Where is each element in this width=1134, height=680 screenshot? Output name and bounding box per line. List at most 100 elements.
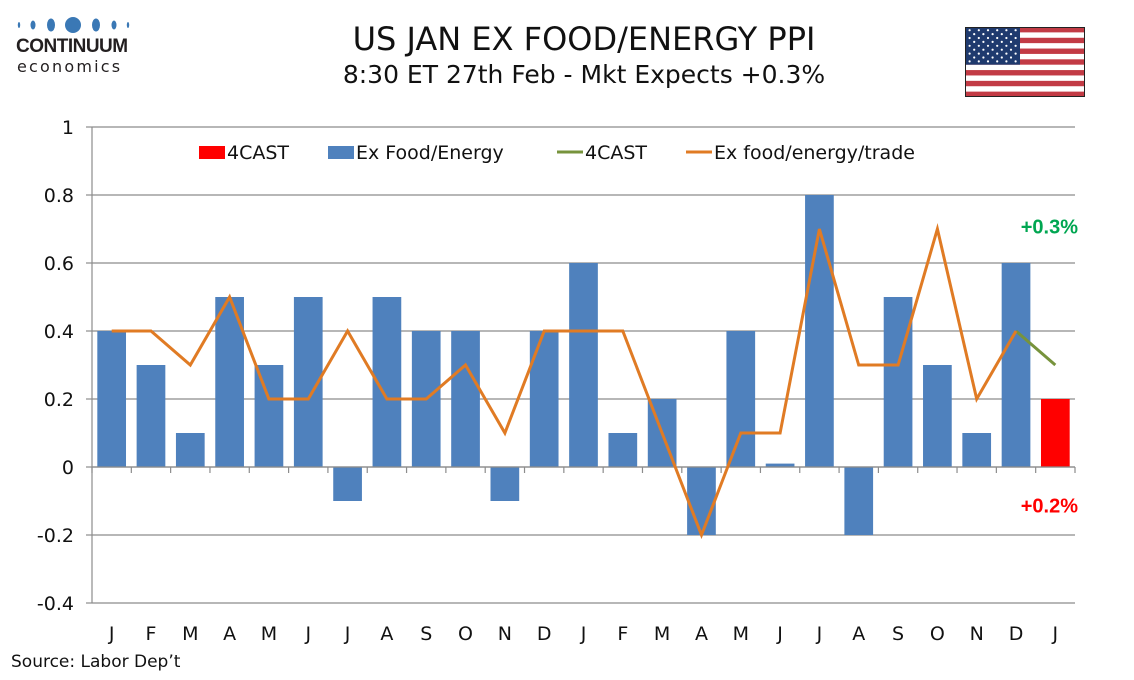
y-tick-label: 0.8 xyxy=(44,185,74,207)
x-tick-label: F xyxy=(617,623,628,645)
bar xyxy=(333,467,362,501)
bar xyxy=(844,467,874,535)
flag-star xyxy=(973,56,976,59)
x-tick-label: J xyxy=(304,623,311,645)
y-tick-label: 0 xyxy=(62,457,74,479)
flag-star xyxy=(1009,40,1013,43)
bar xyxy=(451,331,480,467)
flag-star xyxy=(986,29,990,32)
legend-item: 4CAST xyxy=(557,142,647,164)
us-flag-icon xyxy=(965,27,1085,97)
bar xyxy=(569,263,598,467)
x-tick-label: N xyxy=(970,623,984,645)
legend-label: 4CAST xyxy=(585,142,647,164)
x-tick-label: M xyxy=(733,623,749,645)
flag-star xyxy=(968,60,971,63)
x-tick-label: J xyxy=(1052,623,1059,645)
legend-swatch xyxy=(328,146,354,159)
flag-star xyxy=(973,33,976,36)
flag-star xyxy=(977,52,980,55)
y-tick-label: -0.4 xyxy=(37,593,74,615)
bar xyxy=(97,331,127,467)
flag-star xyxy=(977,60,980,63)
flag-star xyxy=(1014,29,1017,32)
flag-star xyxy=(1005,29,1008,32)
flag-star xyxy=(1014,36,1017,40)
flag-star xyxy=(991,56,994,59)
bar xyxy=(1001,263,1031,467)
flag-star xyxy=(996,60,999,63)
legend-item: Ex Food/Energy xyxy=(328,142,504,164)
bar xyxy=(254,365,284,467)
flag-star xyxy=(982,40,985,43)
x-tick-label: A xyxy=(223,623,236,645)
flag-star xyxy=(1005,44,1008,47)
bar xyxy=(490,467,520,501)
flag-star xyxy=(1000,56,1003,59)
x-tick-label: M xyxy=(654,623,670,645)
x-tick-label: A xyxy=(852,623,865,645)
flag-star xyxy=(1014,60,1017,63)
x-tick-label: D xyxy=(537,623,552,645)
flag-star xyxy=(996,36,999,40)
flag-star xyxy=(977,29,980,32)
bar xyxy=(765,463,795,467)
flag-stripe xyxy=(965,59,1085,65)
legend-item: 4CAST xyxy=(199,142,289,164)
flag-star xyxy=(1005,36,1008,40)
flag-star xyxy=(991,33,994,36)
logo-subtitle: economics xyxy=(17,57,123,76)
y-tick-label: 0.6 xyxy=(44,253,74,275)
lines xyxy=(111,223,1057,540)
flag-star xyxy=(982,33,985,36)
flag-star xyxy=(986,52,990,55)
flag-star xyxy=(977,44,980,47)
flag-stripe xyxy=(965,43,1085,49)
flag-star xyxy=(986,36,990,40)
flag-star xyxy=(977,36,980,40)
tick-labels: -0.4 -0.2 0 0.2 0.4 0.6 0.8 1 J F M A M J J A S O N D J F M A M J… xyxy=(37,117,1058,645)
x-tick-label: J xyxy=(776,623,783,645)
logo: CONTINUUM economics xyxy=(14,14,134,76)
bar xyxy=(529,331,559,467)
axes xyxy=(86,126,1076,604)
flag-star xyxy=(982,48,985,51)
annotations: +0.3% +0.2% xyxy=(1021,217,1078,518)
flag-stripe xyxy=(965,53,1085,60)
data-annotation: +0.2% xyxy=(1021,495,1078,517)
y-tick-label: 1 xyxy=(62,117,74,139)
flag-star xyxy=(968,44,971,47)
flag-stripe xyxy=(965,70,1085,76)
flag-stripe xyxy=(965,48,1085,55)
y-tick-label: 0.4 xyxy=(44,321,74,343)
legend-item: Ex food/energy/trade xyxy=(686,142,915,164)
legend-label: Ex Food/Energy xyxy=(356,142,504,164)
flag-stripe xyxy=(965,75,1085,82)
flag-stripe xyxy=(965,32,1085,39)
flag-star xyxy=(968,52,971,55)
x-tick-label: A xyxy=(695,623,708,645)
x-tick-label: D xyxy=(1009,623,1024,645)
flag-star xyxy=(1009,48,1013,51)
flag-star xyxy=(1009,33,1013,36)
flag-star xyxy=(991,48,994,51)
legend: 4CAST Ex Food/Energy 4CAST Ex food/energy/t… xyxy=(199,142,915,164)
bar xyxy=(726,331,756,467)
legend-label: 4CAST xyxy=(227,142,289,164)
series-line xyxy=(111,223,1018,540)
flag-star xyxy=(996,44,999,47)
flag-star xyxy=(1000,40,1003,43)
x-tick-label: A xyxy=(380,623,393,645)
flag-stripe xyxy=(965,27,1085,33)
legend-swatch xyxy=(199,146,225,159)
bar xyxy=(805,195,834,467)
flag-star xyxy=(973,40,976,43)
source-note: Source: Labor Dep’t xyxy=(11,652,181,672)
bar xyxy=(136,365,166,467)
y-tick-label: 0.2 xyxy=(44,389,74,411)
flag-star xyxy=(973,48,976,51)
x-tick-label: S xyxy=(420,623,432,645)
bar xyxy=(962,433,992,467)
bar xyxy=(687,467,716,535)
